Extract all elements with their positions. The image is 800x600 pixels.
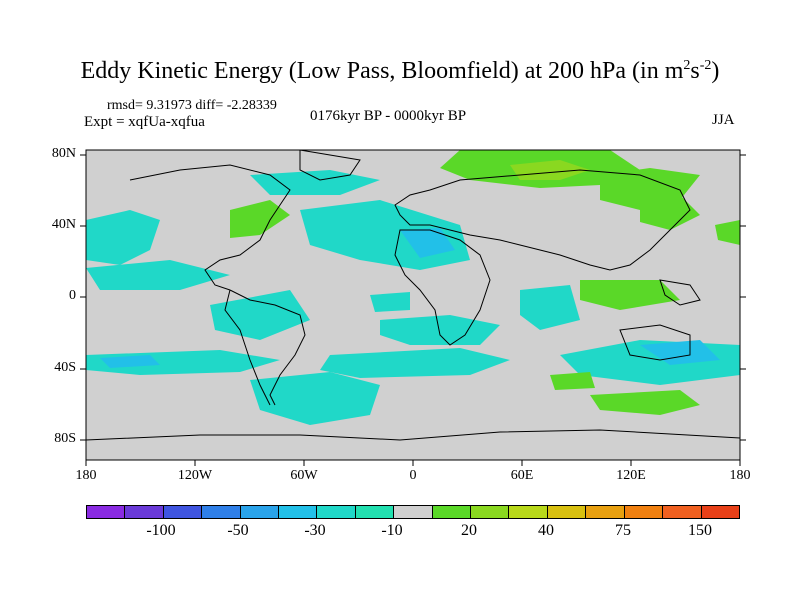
- colorbar-cell: [586, 506, 625, 518]
- colorbar-label: -50: [227, 522, 249, 539]
- colorbar-cell: [202, 506, 241, 518]
- lon-label-180e: 180: [729, 468, 751, 483]
- lon-label-60w: 60W: [290, 468, 318, 483]
- anomaly-fields: [86, 150, 740, 425]
- plot-title: Eddy Kinetic Energy (Low Pass, Bloomfiel…: [80, 58, 720, 84]
- lat-label-0: 0: [69, 288, 76, 303]
- colorbar-label: -100: [146, 522, 176, 539]
- colorbar-cell: [663, 506, 702, 518]
- colorbar-cell: [317, 506, 356, 518]
- colorbar-label: -10: [381, 522, 403, 539]
- colorbar-label: 75: [615, 522, 631, 539]
- colorbar-label: 40: [538, 522, 554, 539]
- axis-ticks: [80, 154, 746, 466]
- colorbar-cell: [355, 506, 395, 518]
- colorbar-cell: [394, 506, 433, 518]
- colorbar-cell: [163, 506, 203, 518]
- stats-label: rmsd= 9.31973 diff= -2.28339: [107, 98, 277, 113]
- colorbar-cell: [432, 506, 472, 518]
- experiment-label: Expt = xqfUa-xqfua: [84, 114, 205, 130]
- period-label: 0176kyr BP - 0000kyr BP: [310, 108, 467, 124]
- lon-label-120w: 120W: [177, 468, 213, 483]
- colorbar-cell: [547, 506, 587, 518]
- lat-label-40s: 40S: [54, 360, 76, 375]
- lon-label-0: 0: [409, 468, 417, 483]
- lat-label-80n: 80N: [51, 146, 76, 161]
- colorbar-cell: [279, 506, 318, 518]
- lon-label-180w: 180: [75, 468, 97, 483]
- lon-label-120e: 120E: [616, 468, 646, 483]
- lon-label-60e: 60E: [510, 468, 534, 483]
- colorbar-cell: [624, 506, 664, 518]
- colorbar: [86, 505, 740, 519]
- colorbar-label: 150: [688, 522, 712, 539]
- colorbar-cell: [125, 506, 164, 518]
- coastlines: [86, 150, 740, 441]
- colorbar-label: -30: [304, 522, 326, 539]
- season-label: JJA: [712, 112, 735, 128]
- colorbar-label: 20: [461, 522, 477, 539]
- colorbar-cell: [509, 506, 548, 518]
- colorbar-cell: [87, 506, 126, 518]
- lat-label-80s: 80S: [54, 431, 76, 446]
- colorbar-cell: [701, 506, 739, 518]
- lat-label-40n: 40N: [51, 217, 76, 232]
- colorbar-cell: [471, 506, 510, 518]
- colorbar-cell: [240, 506, 280, 518]
